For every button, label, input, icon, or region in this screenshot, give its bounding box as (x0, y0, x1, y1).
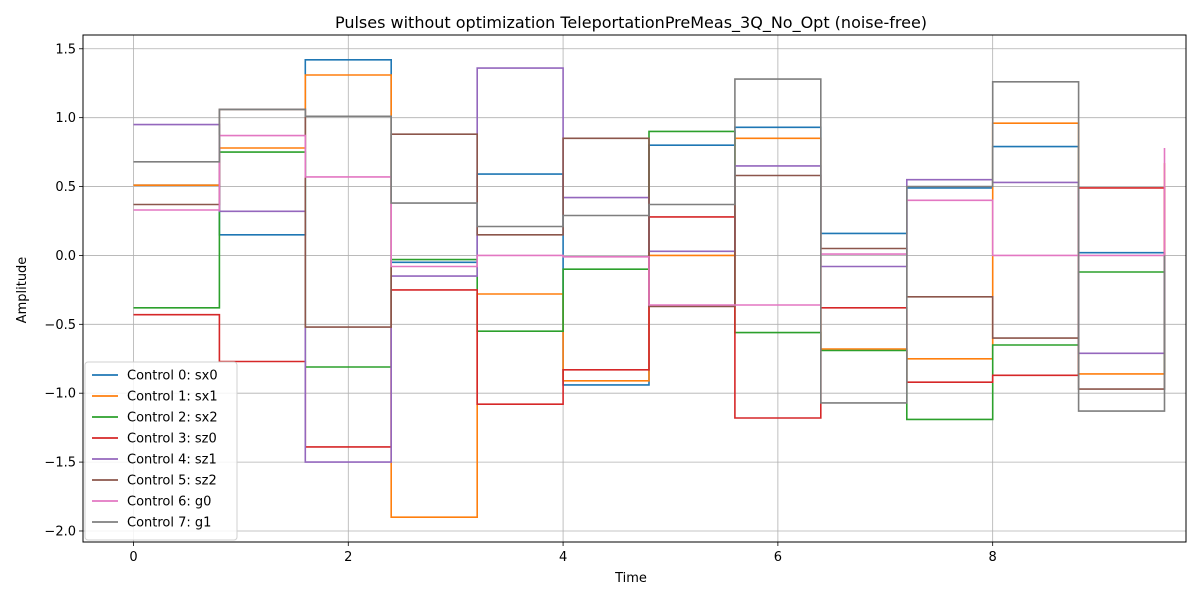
legend-entry-label: Control 4: sz1 (127, 453, 217, 468)
series-line-control-7 (133, 78, 1166, 412)
y-tick-label: −1.0 (44, 387, 76, 402)
y-tick-label: 1.0 (55, 111, 76, 126)
chart-title: Pulses without optimization Teleportatio… (335, 13, 927, 33)
legend-box (84, 361, 238, 541)
series-line-control-6 (133, 134, 1166, 306)
y-axis-label: Amplitude (15, 257, 30, 324)
y-tick-label: −0.5 (44, 318, 76, 333)
y-tick-label: 1.5 (55, 42, 76, 57)
legend-entry-label: Control 0: sx0 (127, 369, 218, 384)
x-tick-label: 4 (559, 550, 567, 565)
x-tick-label: 2 (344, 550, 352, 565)
series-line-control-5 (133, 108, 1166, 390)
x-axis-label: Time (614, 571, 647, 586)
legend: Control 0: sx0 Control 1: sx1 Control 2: s… (84, 361, 238, 541)
x-tick-label: 6 (774, 550, 782, 565)
y-tick-label: 0.0 (55, 249, 76, 264)
x-tick-label: 8 (989, 550, 997, 565)
plot-area (133, 59, 1166, 518)
legend-entry-label: Control 6: g0 (127, 495, 211, 510)
x-tick-label: 0 (129, 550, 137, 565)
legend-entry-label: Control 5: sz2 (127, 474, 217, 489)
y-tick-label: −2.0 (44, 524, 76, 539)
legend-entry-label: Control 1: sx1 (127, 390, 218, 405)
legend-entry-label: Control 2: sx2 (127, 411, 218, 426)
y-tick-label: −1.5 (44, 456, 76, 471)
ticks: 0 2 4 6 8 −2.0 −1.5 −1.0 −0.5 0.0 0.5 1.0 1.5 (44, 42, 996, 565)
y-tick-label: 0.5 (55, 180, 76, 195)
axes-frame (82, 34, 1187, 543)
legend-entry-label: Control 7: g1 (127, 516, 211, 531)
legend-entry-label: Control 3: sz0 (127, 432, 217, 447)
